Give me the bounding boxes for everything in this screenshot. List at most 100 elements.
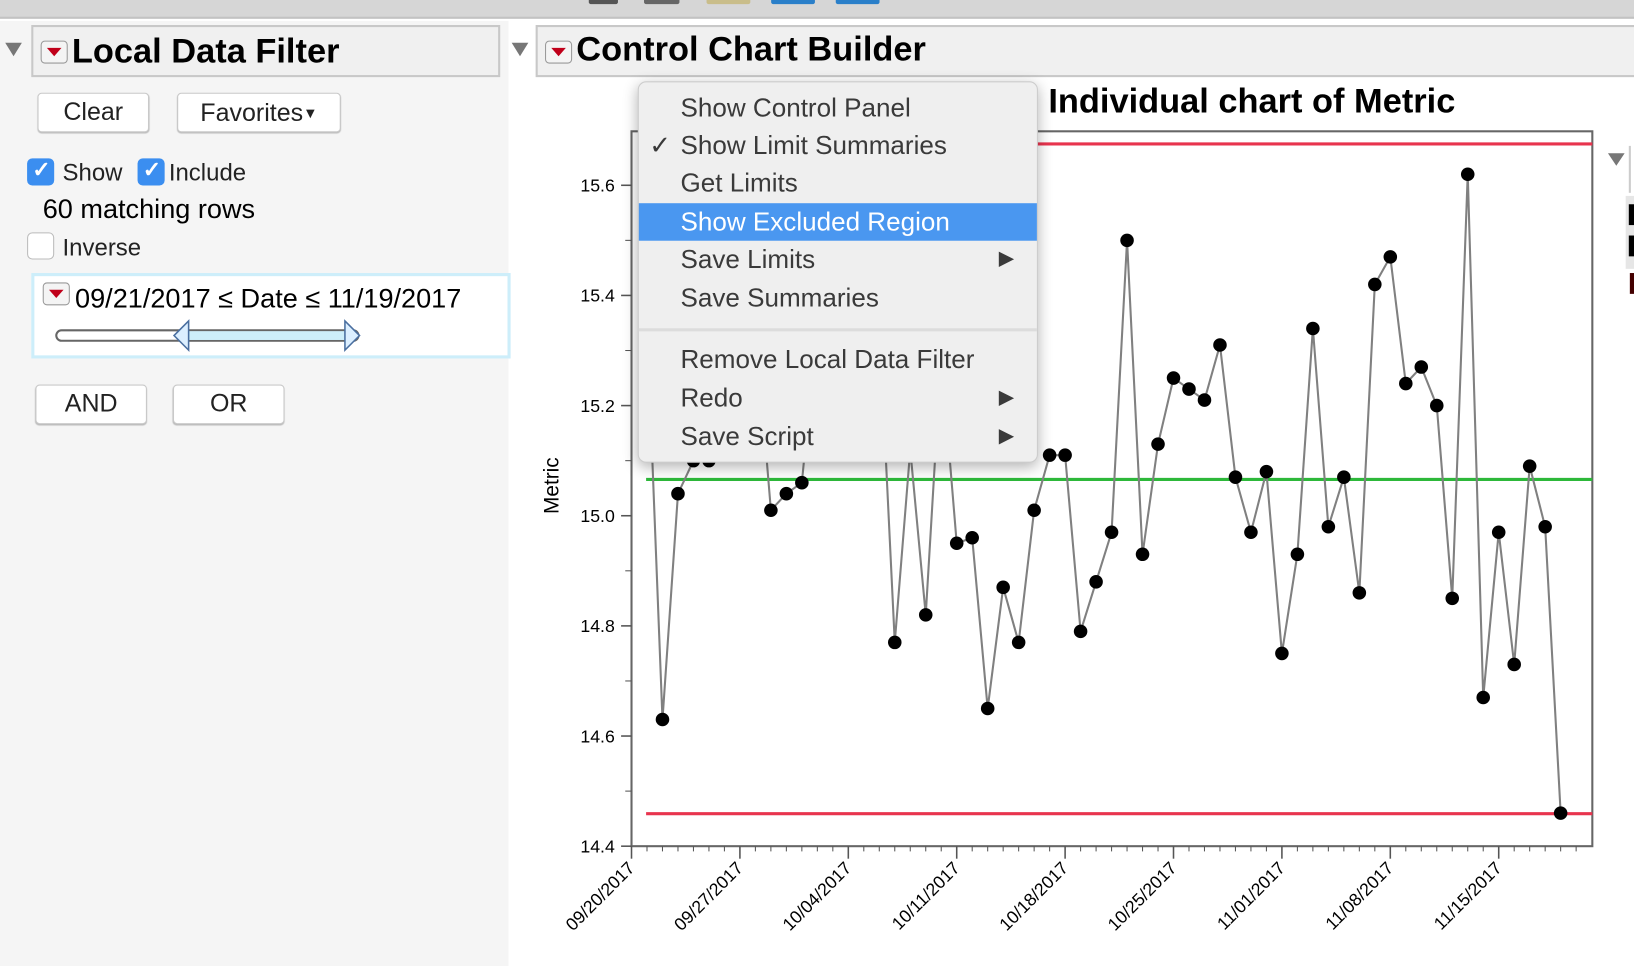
- data-point[interactable]: [1368, 277, 1382, 292]
- inverse-checkbox[interactable]: [27, 232, 55, 260]
- data-point[interactable]: [1321, 519, 1336, 534]
- menu-item-label: Save Limits: [680, 244, 816, 275]
- data-point[interactable]: [1491, 525, 1506, 540]
- y-tick-label: 14.4: [580, 836, 615, 856]
- data-point[interactable]: [1166, 371, 1181, 385]
- data-point[interactable]: [1027, 503, 1041, 518]
- data-point[interactable]: [1197, 393, 1212, 407]
- submenu-arrow-icon: ▶: [998, 386, 1014, 409]
- include-label: Include: [168, 158, 247, 186]
- submenu-arrow-icon: ▶: [998, 248, 1014, 270]
- slider-left-handle[interactable]: [172, 319, 190, 353]
- data-point[interactable]: [1429, 398, 1444, 413]
- menu-item-show-excluded-region[interactable]: Show Excluded Region: [638, 203, 1037, 241]
- data-point[interactable]: [1228, 470, 1243, 484]
- red-triangle-menu-icon[interactable]: [42, 282, 70, 306]
- and-button[interactable]: AND: [35, 384, 147, 425]
- data-point[interactable]: [1507, 657, 1521, 672]
- disclosure-triangle-icon[interactable]: [5, 42, 22, 57]
- menu-item-redo[interactable]: Redo ▶: [639, 379, 1037, 417]
- data-point[interactable]: [1259, 464, 1274, 479]
- toolbar-icon[interactable]: [588, 0, 618, 5]
- data-point[interactable]: [887, 635, 902, 650]
- y-tick-label: 15.0: [580, 506, 615, 526]
- data-point[interactable]: [1337, 470, 1351, 484]
- data-point[interactable]: [1182, 382, 1196, 396]
- data-point[interactable]: [996, 580, 1010, 595]
- menu-item-label: Save Script: [680, 422, 814, 452]
- data-point[interactable]: [1414, 360, 1429, 374]
- data-point[interactable]: [1522, 459, 1537, 473]
- data-point[interactable]: [1244, 525, 1258, 540]
- matching-rows-count: 60 matching rows: [42, 192, 256, 225]
- data-point[interactable]: [980, 701, 995, 716]
- data-point[interactable]: [1399, 376, 1413, 391]
- data-point[interactable]: [795, 475, 809, 490]
- x-tick-label: 11/08/2017: [1321, 858, 1397, 934]
- checkmark-icon: ✓: [649, 131, 672, 161]
- data-point[interactable]: [1290, 547, 1305, 562]
- show-checkbox[interactable]: [27, 157, 55, 186]
- data-point[interactable]: [949, 536, 964, 551]
- data-point[interactable]: [1120, 233, 1134, 248]
- submenu-arrow-icon: ▶: [998, 425, 1014, 448]
- data-point[interactable]: [655, 712, 670, 727]
- toolbar-icon[interactable]: [771, 0, 815, 5]
- data-point[interactable]: [1011, 635, 1026, 650]
- slider-right-handle[interactable]: [344, 319, 361, 353]
- chart-title: Individual chart of Metric: [1048, 81, 1456, 120]
- menu-item-show-limit-summaries[interactable]: ✓ Show Limit Summaries: [639, 127, 1037, 165]
- data-point[interactable]: [779, 486, 794, 501]
- x-tick-label: 09/20/2017: [562, 858, 639, 935]
- menu-item-save-script[interactable]: Save Script ▶: [639, 418, 1037, 456]
- menu-item-save-limits[interactable]: Save Limits ▶: [639, 241, 1037, 279]
- data-point[interactable]: [1383, 250, 1398, 264]
- x-tick-label: 10/11/2017: [888, 858, 964, 934]
- data-point[interactable]: [1306, 321, 1320, 336]
- data-point[interactable]: [1460, 167, 1475, 182]
- data-point[interactable]: [1352, 586, 1367, 600]
- date-range-slider[interactable]: [34, 316, 388, 358]
- menu-item-show-control-panel[interactable]: Show Control Panel: [639, 90, 1037, 128]
- data-point[interactable]: [1213, 338, 1227, 352]
- toolbar-icon[interactable]: [706, 0, 751, 5]
- menu-item-get-limits[interactable]: Get Limits: [639, 165, 1037, 203]
- toolbar-icon[interactable]: [644, 0, 680, 5]
- include-checkbox[interactable]: [137, 157, 165, 186]
- data-point[interactable]: [1151, 437, 1165, 451]
- disclosure-triangle-icon[interactable]: [511, 42, 529, 57]
- toolbar-icon[interactable]: [835, 0, 880, 5]
- data-point[interactable]: [1058, 448, 1072, 462]
- data-point[interactable]: [1275, 646, 1289, 661]
- data-point[interactable]: [1538, 519, 1552, 534]
- x-tick-label: 11/01/2017: [1213, 858, 1289, 934]
- red-triangle-menu-icon[interactable]: [40, 40, 68, 64]
- data-point[interactable]: [1476, 690, 1490, 705]
- red-triangle-menu-icon[interactable]: [545, 40, 573, 64]
- data-point[interactable]: [671, 486, 685, 501]
- data-point[interactable]: [1553, 806, 1568, 820]
- data-point[interactable]: [918, 608, 933, 622]
- data-point[interactable]: [1089, 575, 1103, 589]
- inverse-label: Inverse: [62, 233, 142, 261]
- menu-item-save-summaries[interactable]: Save Summaries: [639, 279, 1037, 317]
- y-tick-label: 14.6: [580, 726, 615, 746]
- data-point[interactable]: [1445, 591, 1460, 606]
- disclosure-triangle-icon[interactable]: [1607, 153, 1625, 166]
- data-point[interactable]: [1042, 448, 1057, 462]
- context-menu: Show Control Panel ✓ Show Limit Summaries G…: [637, 81, 1038, 463]
- y-tick-label: 15.2: [580, 396, 614, 416]
- menu-item-label: Redo: [680, 383, 743, 413]
- data-point[interactable]: [764, 503, 778, 518]
- x-tick-label: 09/27/2017: [670, 858, 747, 935]
- favorites-button[interactable]: Favorites▼: [177, 92, 341, 133]
- data-point[interactable]: [1073, 624, 1088, 639]
- menu-item-remove-local-data-filter[interactable]: Remove Local Data Filter: [639, 341, 1037, 379]
- x-tick-label: 11/15/2017: [1430, 858, 1506, 934]
- report-title: Control Chart Builder: [576, 29, 926, 68]
- data-point[interactable]: [965, 530, 979, 545]
- data-point[interactable]: [1104, 525, 1119, 540]
- clear-button[interactable]: Clear: [37, 92, 150, 133]
- or-button[interactable]: OR: [172, 384, 285, 425]
- data-point[interactable]: [1135, 547, 1150, 562]
